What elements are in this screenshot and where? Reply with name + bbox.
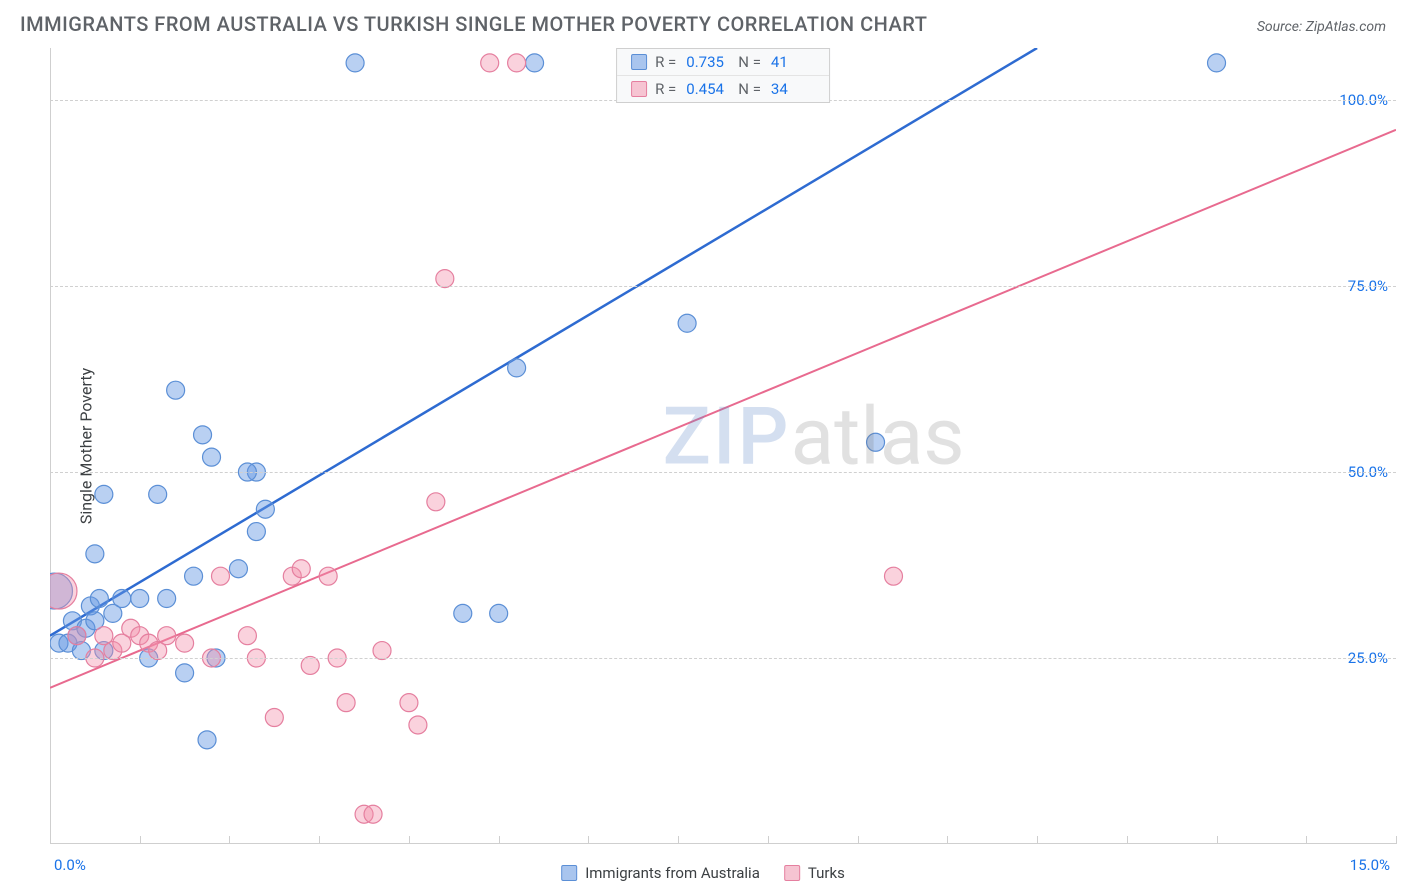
- series-legend: Immigrants from Australia Turks: [561, 864, 845, 882]
- data-point-turks: [158, 627, 176, 645]
- data-point-australia: [1208, 54, 1226, 72]
- data-point-australia: [167, 381, 185, 399]
- gridline: [50, 658, 1396, 659]
- data-point-turks: [508, 54, 526, 72]
- plot-area: R = 0.735 N = 41 R = 0.454 N = 34 ZIPatl…: [50, 48, 1396, 844]
- legend-r-label: R =: [655, 80, 676, 98]
- source-label: Source: ZipAtlas.com: [1257, 19, 1386, 35]
- chart-title: IMMIGRANTS FROM AUSTRALIA VS TURKISH SIN…: [20, 12, 927, 36]
- x-minor-tick: [1396, 836, 1397, 844]
- legend-label-turks: Turks: [808, 864, 845, 882]
- data-point-australia: [526, 54, 544, 72]
- x-minor-tick: [140, 836, 141, 844]
- swatch-pink-icon: [631, 81, 647, 97]
- x-minor-tick: [499, 836, 500, 844]
- data-point-turks: [409, 716, 427, 734]
- data-point-australia: [86, 545, 104, 563]
- x-minor-tick: [409, 836, 410, 844]
- correlation-legend: R = 0.735 N = 41 R = 0.454 N = 34: [616, 48, 830, 103]
- legend-row-turks: R = 0.454 N = 34: [617, 76, 829, 102]
- legend-row-australia: R = 0.735 N = 41: [617, 49, 829, 76]
- scatter-svg: [50, 48, 1396, 844]
- x-minor-tick: [1217, 836, 1218, 844]
- data-point-australia: [185, 567, 203, 585]
- legend-r-value-australia: 0.735: [686, 53, 730, 71]
- data-point-australia: [90, 590, 108, 608]
- data-point-australia: [113, 590, 131, 608]
- data-point-australia: [203, 448, 221, 466]
- legend-item-australia: Immigrants from Australia: [561, 864, 760, 882]
- data-point-australia: [454, 604, 472, 622]
- data-point-australia: [194, 426, 212, 444]
- swatch-blue-icon: [631, 54, 647, 70]
- data-point-australia: [678, 314, 696, 332]
- data-point-turks: [211, 567, 229, 585]
- data-point-turks: [373, 642, 391, 660]
- data-point-turks: [400, 694, 418, 712]
- data-point-australia: [158, 590, 176, 608]
- legend-item-turks: Turks: [784, 864, 845, 882]
- data-point-australia: [176, 664, 194, 682]
- regression-line-australia: [50, 48, 1037, 636]
- data-point-turks: [176, 634, 194, 652]
- x-minor-tick: [947, 836, 948, 844]
- data-point-australia: [867, 433, 885, 451]
- data-point-turks: [41, 573, 77, 609]
- data-point-australia: [229, 560, 247, 578]
- data-point-australia: [508, 359, 526, 377]
- x-minor-tick: [1127, 836, 1128, 844]
- regression-line-turks: [50, 130, 1396, 688]
- data-point-turks: [337, 694, 355, 712]
- data-point-australia: [247, 523, 265, 541]
- x-minor-tick: [858, 836, 859, 844]
- x-minor-tick: [678, 836, 679, 844]
- data-point-australia: [198, 731, 216, 749]
- data-point-turks: [68, 627, 86, 645]
- x-minor-tick: [1306, 836, 1307, 844]
- legend-n-label: N =: [738, 80, 761, 98]
- data-point-turks: [427, 493, 445, 511]
- data-point-turks: [364, 805, 382, 823]
- x-minor-tick: [229, 836, 230, 844]
- legend-n-value-turks: 34: [771, 80, 815, 98]
- x-minor-tick: [588, 836, 589, 844]
- x-axis-min-label: 0.0%: [54, 856, 86, 874]
- x-axis-max-label: 15.0%: [1350, 856, 1390, 874]
- data-point-turks: [265, 709, 283, 727]
- data-point-turks: [319, 567, 337, 585]
- x-minor-tick: [319, 836, 320, 844]
- data-point-australia: [131, 590, 149, 608]
- data-point-australia: [490, 604, 508, 622]
- legend-n-value-australia: 41: [771, 53, 815, 71]
- x-minor-tick: [1037, 836, 1038, 844]
- gridline: [50, 472, 1396, 473]
- data-point-turks: [292, 560, 310, 578]
- data-point-australia: [256, 500, 274, 518]
- x-minor-tick: [768, 836, 769, 844]
- data-point-turks: [238, 627, 256, 645]
- data-point-turks: [436, 270, 454, 288]
- data-point-australia: [95, 485, 113, 503]
- gridline: [50, 286, 1396, 287]
- data-point-australia: [346, 54, 364, 72]
- data-point-turks: [481, 54, 499, 72]
- swatch-blue-icon: [561, 865, 577, 881]
- legend-label-australia: Immigrants from Australia: [585, 864, 760, 882]
- legend-n-label: N =: [738, 53, 761, 71]
- data-point-australia: [149, 485, 167, 503]
- swatch-pink-icon: [784, 865, 800, 881]
- legend-r-label: R =: [655, 53, 676, 71]
- data-point-turks: [301, 656, 319, 674]
- data-point-turks: [884, 567, 902, 585]
- legend-r-value-turks: 0.454: [686, 80, 730, 98]
- x-minor-tick: [50, 836, 51, 844]
